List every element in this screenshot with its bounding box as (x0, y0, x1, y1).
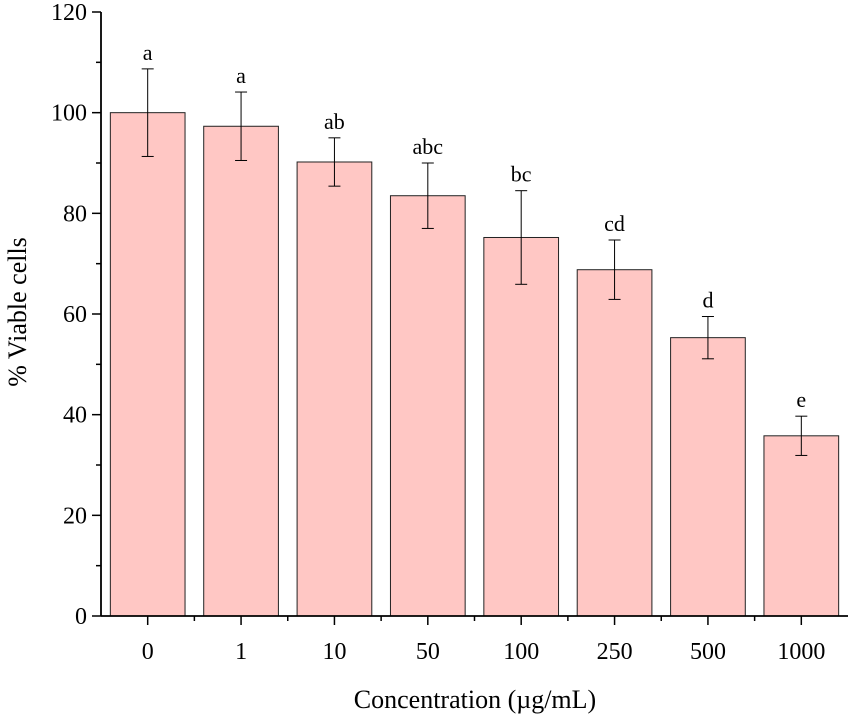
y-tick-label-40: 40 (63, 403, 87, 429)
y-tick-label-20: 20 (63, 503, 87, 529)
y-tick-label-60: 60 (63, 302, 87, 328)
significance-label-100: bc (511, 162, 532, 187)
x-tick-label-10: 10 (322, 639, 346, 665)
significance-label-250: cd (604, 211, 625, 236)
error-bars-layer (141, 68, 808, 456)
significance-label-1: a (236, 63, 246, 88)
y-axis-title: % Viable cells (3, 237, 32, 387)
bar-0 (109, 112, 186, 617)
y-tick-label-0: 0 (75, 604, 87, 630)
y-tick-label-120: 120 (51, 0, 87, 26)
significance-label-50: abc (413, 134, 444, 159)
bar-1 (203, 125, 279, 617)
y-tick-label-100: 100 (51, 101, 87, 127)
y-tick-label-80: 80 (63, 201, 87, 227)
bar-500 (670, 337, 746, 617)
significance-label-1000: e (796, 387, 806, 412)
x-axis-title: Concentration (µg/mL) (354, 685, 596, 714)
axes-layer: 0 1 10 50 100 250 500 1000 0 20 40 60 80 100 120 (51, 0, 848, 665)
bar-1000 (763, 435, 840, 617)
x-tick-label-500: 500 (690, 639, 726, 665)
significance-labels-layer: a a ab abc bc cd d e (143, 40, 806, 412)
x-tick-label-1: 1 (235, 639, 247, 665)
x-tick-label-50: 50 (416, 639, 440, 665)
significance-label-500: d (702, 288, 713, 313)
bars-layer (109, 112, 840, 617)
x-tick-label-0: 0 (142, 639, 154, 665)
bar-50 (389, 195, 466, 617)
bar-250 (576, 269, 653, 617)
significance-label-0: a (143, 40, 153, 65)
significance-label-10: ab (324, 109, 345, 134)
x-tick-label-1000: 1000 (777, 639, 825, 665)
x-tick-label-250: 250 (597, 639, 633, 665)
x-tick-label-100: 100 (503, 639, 539, 665)
bar-100 (483, 236, 560, 617)
bar-10 (296, 161, 373, 617)
